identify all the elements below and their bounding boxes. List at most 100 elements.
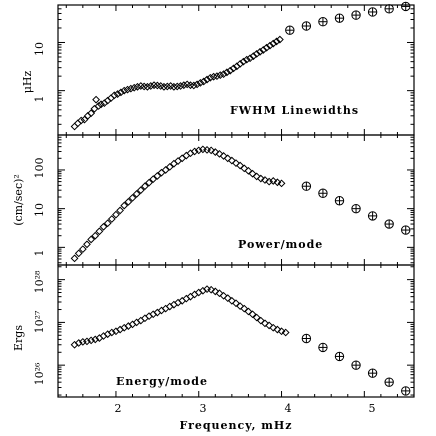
panel-power-diamond-point bbox=[141, 182, 149, 191]
panel-power-diamond-point bbox=[269, 177, 278, 185]
panel-energy-diamond-point bbox=[281, 328, 290, 337]
panel-energy-diamond-point bbox=[244, 307, 253, 316]
panel-energy-diamond-point bbox=[74, 339, 83, 347]
panel-fwhm-diamond-point bbox=[272, 37, 281, 46]
panel-energy-diamond-point bbox=[207, 285, 216, 294]
panel-fwhm-diamond-point bbox=[160, 82, 168, 91]
panel-energy-diamond-point bbox=[87, 336, 96, 345]
panel-power-diamond-point bbox=[70, 254, 79, 263]
panel-fwhm-diamond-point bbox=[77, 116, 86, 125]
panel-fwhm-diamond-point bbox=[193, 80, 201, 89]
panel-fwhm-diamond-point bbox=[249, 52, 258, 61]
panel-fwhm-diamond-point bbox=[236, 59, 245, 68]
panel-power-diamond-point bbox=[182, 151, 191, 160]
panel-fwhm-diamond-point bbox=[176, 82, 185, 90]
panel-fwhm-diamond-point bbox=[173, 82, 182, 91]
panel-fwhm-diamond-point bbox=[242, 55, 251, 64]
panel-fwhm-diamond-point bbox=[216, 71, 225, 80]
panel-fwhm-circle-plus-point bbox=[334, 13, 345, 23]
panel-fwhm-diamond-point bbox=[275, 35, 284, 44]
panel-energy-frame bbox=[57, 264, 415, 398]
panel-fwhm-circle-plus-point bbox=[384, 4, 394, 14]
panel-energy-marks bbox=[70, 285, 411, 396]
panel-energy-circle-plus-point bbox=[401, 386, 411, 396]
panel-fwhm-diamond-point bbox=[110, 91, 119, 100]
panel-fwhm: μHz 1 10 FWHM Linewidths bbox=[21, 1, 415, 136]
panel-power-ytick-label-1: 10 bbox=[33, 203, 46, 217]
panel-energy-diamond-point bbox=[91, 335, 100, 344]
panel-energy-diamond-point bbox=[277, 327, 286, 336]
panel-power-diamond-point bbox=[128, 193, 137, 202]
panel-fwhm-diamond-point bbox=[262, 43, 271, 52]
panel-fwhm-diamond-point bbox=[163, 82, 172, 91]
panel-power-ticks bbox=[58, 134, 415, 265]
panel-energy-diamond-point bbox=[223, 294, 232, 303]
panel-power-ytick-label-0: 1 bbox=[33, 250, 46, 257]
panel-fwhm-marks bbox=[70, 1, 411, 131]
x-tick-label-4: 4 bbox=[285, 402, 292, 415]
panel-power-diamond-point bbox=[248, 169, 257, 178]
panel-power-diamond-point bbox=[120, 201, 129, 210]
panel-power-diamond-point bbox=[91, 231, 100, 240]
panel-fwhm-ylabel: μHz bbox=[21, 71, 34, 94]
x-tick-label-3: 3 bbox=[200, 402, 207, 415]
panel-power-diamond-point bbox=[252, 172, 261, 181]
panel-fwhm-circle-plus-point bbox=[285, 25, 295, 35]
panel-power-diamond-point bbox=[227, 156, 236, 165]
panel-fwhm-diamond-point bbox=[219, 70, 228, 79]
panel-fwhm-diamond-point bbox=[87, 109, 96, 118]
panel-fwhm-ytick-label-1: 10 bbox=[33, 42, 46, 56]
panel-energy-diamond-point bbox=[273, 325, 282, 334]
panel-power-diamond-point bbox=[83, 240, 91, 249]
panel-fwhm-diamond-point bbox=[189, 81, 198, 90]
panel-fwhm-diamond-point bbox=[97, 100, 105, 109]
panel-fwhm-diamond-point bbox=[213, 72, 221, 81]
panel-fwhm-diamond-point bbox=[259, 46, 268, 54]
panel-energy-diamond-point bbox=[248, 310, 257, 319]
panel-power-diamond-point bbox=[95, 227, 104, 236]
x-axis-title: Frequency, mHz bbox=[179, 419, 292, 432]
panel-power-diamond-point bbox=[174, 157, 182, 165]
panel-energy-diamond-point bbox=[83, 337, 91, 346]
panel-power-circle-plus-point bbox=[401, 225, 411, 235]
panel-fwhm-diamond-point bbox=[120, 86, 129, 95]
panel-power-circle-plus-point bbox=[384, 219, 394, 229]
panel-fwhm-diamond-point bbox=[256, 47, 264, 56]
panel-fwhm-diamond-point bbox=[169, 82, 178, 91]
panel-fwhm-diamond-point bbox=[126, 84, 135, 93]
x-axis: 2 3 4 5 Frequency, mHz bbox=[115, 402, 376, 432]
panel-power-diamond-point bbox=[153, 172, 162, 180]
panel-fwhm-diamond-point bbox=[252, 49, 261, 58]
panel-fwhm-diamond-point bbox=[117, 88, 125, 97]
panel-fwhm-diamond-point bbox=[246, 54, 254, 63]
panel-fwhm-diamond-point bbox=[229, 64, 238, 73]
panel-power-diamond-point bbox=[261, 176, 269, 184]
panel-power-diamond-point bbox=[132, 190, 141, 198]
panel-power-diamond-point bbox=[74, 249, 83, 258]
panel-fwhm-diamond-point bbox=[179, 81, 188, 90]
panel-fwhm-diamond-point bbox=[222, 68, 231, 77]
panel-power-diamond-point bbox=[277, 179, 286, 188]
panel-energy-diamond-point bbox=[219, 291, 228, 300]
panel-power-diamond-point bbox=[161, 166, 170, 174]
panel-energy-diamond-point bbox=[269, 323, 278, 332]
panel-energy-diamond-point bbox=[107, 328, 116, 337]
panel-power-diamond-point bbox=[265, 177, 274, 186]
panel-energy-diamond-point bbox=[252, 313, 261, 322]
panel-fwhm-diamond-point bbox=[130, 83, 139, 92]
panel-energy-diamond-point bbox=[261, 319, 269, 328]
panel-fwhm-diamond-point bbox=[209, 72, 218, 81]
panel-power-diamond-point bbox=[99, 222, 108, 231]
panel-fwhm-ytick-label-0: 1 bbox=[33, 96, 46, 103]
panel-power-diamond-point bbox=[87, 235, 96, 244]
panel-power: (cm/sec)² 1 10 100 Power/mode bbox=[12, 134, 415, 266]
panel-energy: Ergs 10²⁸ 10²⁷ 10²⁶ Energy/mode bbox=[12, 264, 415, 398]
panel-power-circle-plus-point bbox=[334, 196, 345, 206]
panel-fwhm-diamond-point bbox=[196, 78, 205, 87]
panel-power-diamond-point bbox=[145, 178, 153, 187]
panel-fwhm-diamond-point bbox=[123, 85, 132, 94]
panel-fwhm-diamond-point bbox=[199, 77, 208, 86]
panel-power-circle-plus-point bbox=[367, 211, 378, 221]
panel-energy-diamond-point bbox=[256, 316, 265, 325]
panel-fwhm-circle-plus-point bbox=[367, 7, 378, 17]
